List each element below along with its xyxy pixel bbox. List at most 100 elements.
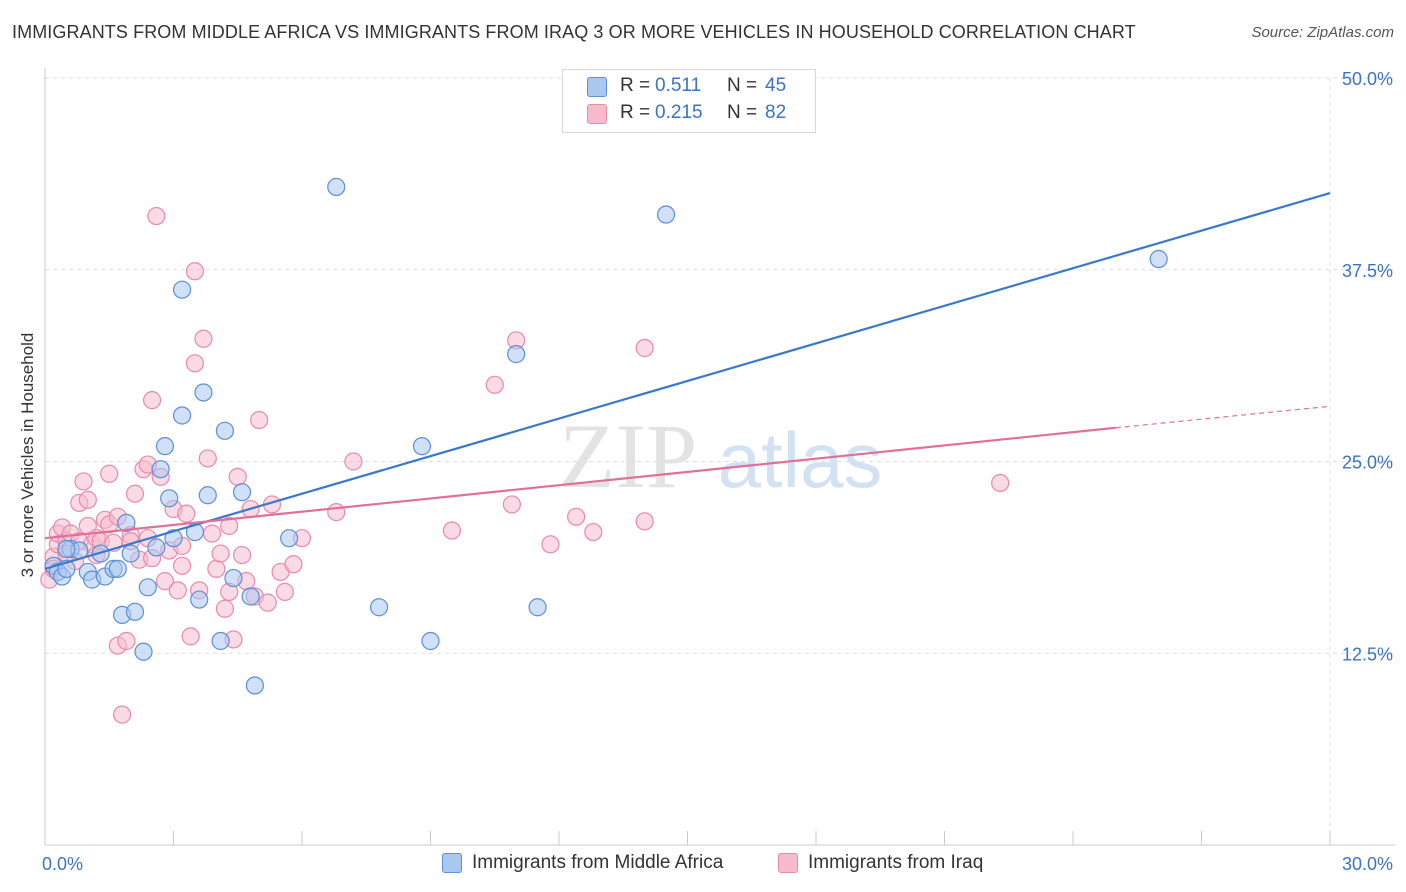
middle-africa-point <box>57 539 76 559</box>
middle-africa-point <box>138 578 157 597</box>
iraq-point <box>112 705 132 724</box>
chart-title: IMMIGRANTS FROM MIDDLE AFRICA VS IMMIGRA… <box>12 22 1136 42</box>
iraq-point <box>635 512 654 531</box>
iraq-point <box>74 472 93 491</box>
middle-africa-point <box>245 676 264 695</box>
legend-swatch-blue <box>587 77 607 97</box>
y-tick-label: 12.5% <box>1342 644 1393 664</box>
iraq-point <box>185 354 205 373</box>
y-tick-label: 50.0% <box>1342 69 1393 89</box>
middle-africa-point <box>151 460 170 479</box>
iraq-point <box>584 522 603 542</box>
middle-africa-point <box>155 437 175 456</box>
iraq-point <box>442 521 462 540</box>
iraq-point <box>258 593 277 612</box>
legend-n-value: 45 <box>765 75 787 96</box>
iraq-point <box>220 516 239 536</box>
iraq-point <box>172 556 192 575</box>
source-credit: Source: ZipAtlas.com <box>1251 24 1394 41</box>
legend-n-label: N = <box>727 102 758 123</box>
iraq-point <box>502 495 521 514</box>
middle-africa-point <box>172 280 192 299</box>
stats-legend: R = 0.511 N = 45 R = 0.215 N = 82 <box>562 69 816 133</box>
bottom-legend-swatch-pink <box>778 853 798 873</box>
iraq-point <box>215 599 234 618</box>
iraq-point <box>284 555 303 574</box>
middle-africa-point <box>108 559 127 578</box>
bottom-legend-label: Immigrants from Iraq <box>808 852 984 873</box>
middle-africa-point <box>194 383 213 402</box>
middle-africa-point <box>232 483 252 502</box>
iraq-point <box>207 559 226 578</box>
middle-africa-trend-line <box>44 191 1331 570</box>
bottom-legend-swatch-blue <box>442 853 462 873</box>
legend-r-value: 0.215 <box>655 102 703 123</box>
middle-africa-point <box>656 205 676 224</box>
middle-africa-point <box>215 421 234 440</box>
iraq-point <box>327 503 346 522</box>
iraq-point <box>117 631 136 651</box>
iraq-point <box>991 473 1010 493</box>
iraq-point <box>202 524 222 543</box>
legend-r-label: R = <box>620 102 651 123</box>
iraq-point <box>185 262 205 281</box>
iraq-point <box>147 206 166 226</box>
iraq-point <box>194 329 213 348</box>
legend-swatch-pink <box>587 104 607 124</box>
trend-lines <box>44 191 1331 570</box>
middle-africa-point <box>370 598 389 617</box>
series-middle-africa-points <box>44 177 1168 695</box>
middle-africa-point <box>134 642 153 661</box>
iraq-point <box>485 375 504 394</box>
middle-africa-point <box>190 590 209 609</box>
middle-africa-point <box>421 631 440 651</box>
middle-africa-point <box>117 513 136 532</box>
iraq-point <box>78 490 97 509</box>
middle-africa-point <box>121 544 140 563</box>
middle-africa-point <box>241 587 260 606</box>
bottom-legend-label: Immigrants from Middle Africa <box>472 852 724 873</box>
iraq-point <box>228 467 247 486</box>
middle-africa-point <box>1149 249 1168 269</box>
y-tick-label: 37.5% <box>1342 261 1393 281</box>
tick-labels: 12.5% 25.0% 37.5% 50.0% 0.0% 30.0% <box>42 69 1393 874</box>
watermark-zip: ZIP <box>559 405 697 507</box>
iraq-trend-extension <box>1115 405 1331 429</box>
iraq-point <box>211 544 230 563</box>
middle-africa-point <box>528 598 547 617</box>
legend-r-label: R = <box>620 75 651 96</box>
series-iraq-points <box>40 206 1010 724</box>
middle-africa-point <box>507 345 526 364</box>
legend-n-label: N = <box>727 75 758 96</box>
iraq-point <box>250 410 269 430</box>
iraq-point <box>100 464 119 483</box>
iraq-point <box>275 582 294 601</box>
iraq-point <box>635 338 654 358</box>
x-tick-label: 0.0% <box>42 854 83 874</box>
iraq-point <box>232 545 252 565</box>
middle-africa-point <box>160 489 179 508</box>
legend-n-value: 82 <box>765 102 787 123</box>
iraq-point <box>567 507 586 526</box>
iraq-point <box>344 452 363 471</box>
middle-africa-point <box>164 529 183 548</box>
legend-r-value: 0.511 <box>655 75 702 96</box>
middle-africa-point <box>211 631 230 651</box>
iraq-point <box>125 484 145 503</box>
y-tick-label: 25.0% <box>1342 453 1393 473</box>
middle-africa-point <box>172 406 192 425</box>
iraq-point <box>142 391 162 410</box>
middle-africa-point <box>412 437 432 456</box>
iraq-point <box>198 449 217 468</box>
axis-layer <box>44 68 1395 846</box>
middle-africa-point <box>125 602 145 621</box>
middle-africa-point <box>280 529 299 548</box>
y-axis-label: 3 or more Vehicles in Household <box>18 332 37 578</box>
middle-africa-point <box>224 568 243 588</box>
middle-africa-point <box>147 538 166 557</box>
iraq-trend-line <box>44 426 1116 540</box>
iraq-point <box>168 581 187 600</box>
iraq-point <box>541 535 560 554</box>
iraq-point <box>177 504 196 523</box>
